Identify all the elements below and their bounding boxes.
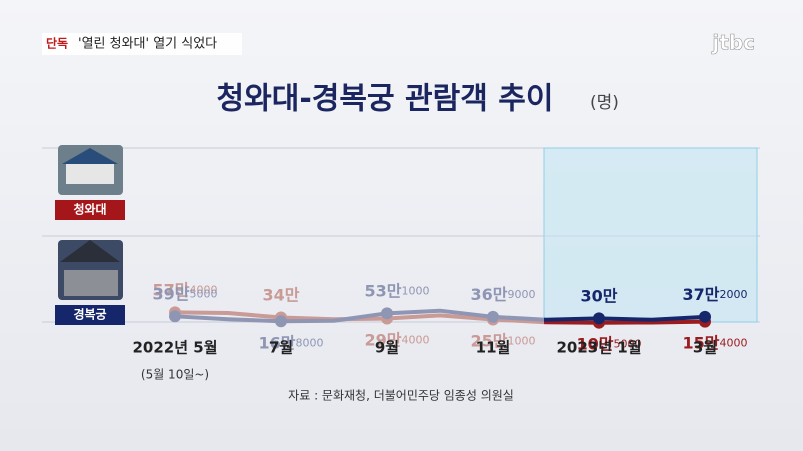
value-label: 16만8000 bbox=[259, 333, 324, 352]
point bbox=[275, 315, 287, 328]
value-label: 25만1000 bbox=[471, 331, 536, 350]
x-tick-label: 11월 bbox=[476, 339, 511, 357]
legend-gyeongbokgung-icon bbox=[58, 240, 123, 300]
chart-title: 청와대-경복궁 관람객 추이 bbox=[217, 82, 554, 117]
value-label: 36만9000 bbox=[471, 284, 536, 303]
value-label: 57만4000 bbox=[153, 280, 218, 299]
value-label: 37만2000 bbox=[683, 284, 748, 303]
legend-label: 청와대 bbox=[73, 202, 106, 217]
highlight-region bbox=[543, 147, 758, 323]
badge-box bbox=[42, 33, 72, 55]
value-label: 30만 bbox=[581, 286, 618, 305]
point bbox=[381, 307, 393, 320]
series-line bbox=[174, 308, 706, 324]
headline-box bbox=[72, 33, 242, 55]
value-label: 34만 bbox=[263, 285, 300, 304]
legend-box bbox=[55, 200, 125, 220]
value-label: 15만4000 bbox=[683, 333, 748, 352]
series-line bbox=[174, 310, 706, 325]
badge: 단독 bbox=[46, 36, 68, 51]
logo: jtbc bbox=[711, 31, 755, 55]
value-label: 29만4000 bbox=[365, 330, 430, 349]
x-tick-label: 7월 bbox=[269, 339, 293, 357]
x-tick-label: 2022년 5월 bbox=[132, 339, 217, 357]
headline: '열린 청와대' 열기 식었다 bbox=[78, 37, 217, 52]
x-tick-label: 2023년 1월 bbox=[556, 339, 641, 357]
point bbox=[487, 310, 499, 323]
legend-box bbox=[55, 305, 125, 325]
source: 자료 : 문화재청, 더불어민주당 임종성 의원실 bbox=[288, 389, 514, 403]
legend-cheongwadae-icon bbox=[58, 145, 123, 195]
point bbox=[593, 312, 605, 325]
point bbox=[169, 310, 181, 323]
legend-label: 경복궁 bbox=[73, 308, 106, 322]
x-tick-label: 3월 bbox=[693, 339, 717, 357]
value-label: 39만5000 bbox=[153, 284, 218, 303]
unit: (명) bbox=[590, 93, 619, 113]
x-note: (5월 10일~) bbox=[141, 368, 209, 382]
x-tick-label: 9월 bbox=[375, 339, 399, 357]
value-label: 10만5000 bbox=[577, 334, 642, 353]
value-label: 53만1000 bbox=[365, 281, 430, 300]
point bbox=[699, 310, 711, 323]
